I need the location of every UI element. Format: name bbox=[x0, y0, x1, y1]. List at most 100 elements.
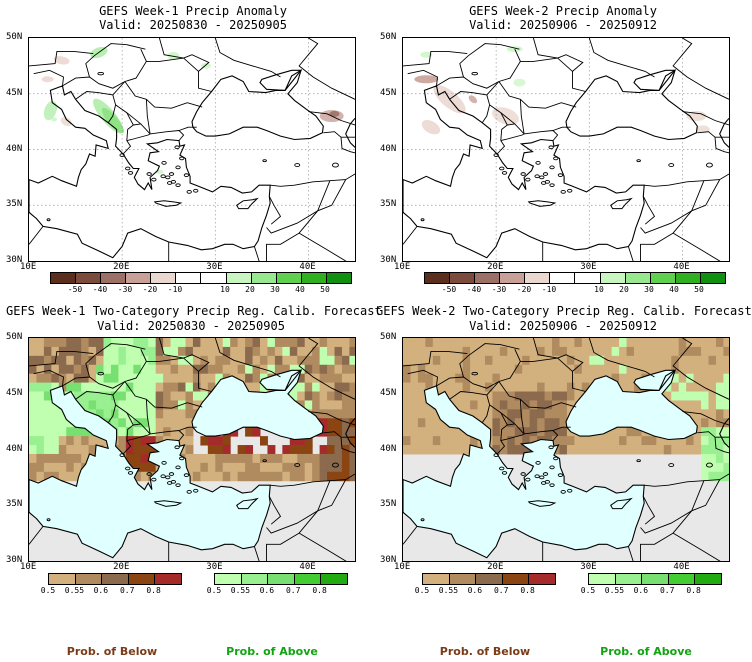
prob-cell bbox=[715, 418, 724, 428]
prob-cell bbox=[319, 453, 328, 464]
prob-cell bbox=[626, 364, 635, 375]
country-border bbox=[33, 69, 64, 86]
prob-cell bbox=[267, 355, 276, 366]
prob-cell bbox=[604, 445, 613, 455]
prob-cell bbox=[334, 355, 343, 366]
prob-cell bbox=[334, 453, 343, 464]
prob-cell bbox=[319, 382, 328, 393]
prob-cell bbox=[207, 382, 216, 393]
prob-cell bbox=[327, 471, 336, 482]
country-border bbox=[714, 137, 729, 154]
panel-title: GEFS Week-1 Two-Category Precip Reg. Cal… bbox=[6, 304, 382, 318]
prob-cell bbox=[596, 436, 605, 446]
prob-cell bbox=[96, 382, 105, 393]
prob-cell bbox=[507, 355, 516, 366]
prob-cell bbox=[66, 355, 75, 366]
prob-cell bbox=[715, 355, 724, 366]
prob-cell bbox=[671, 382, 680, 393]
prob-cell bbox=[96, 355, 105, 366]
aegean-island bbox=[179, 156, 185, 161]
prob-cell bbox=[200, 436, 209, 446]
colorbar-swatch bbox=[76, 273, 102, 283]
prob-cell bbox=[133, 471, 142, 482]
country-border bbox=[626, 365, 655, 378]
country-border bbox=[183, 54, 210, 72]
prob-cell bbox=[484, 409, 493, 419]
prob-cell bbox=[581, 346, 590, 357]
prob-cell bbox=[455, 436, 464, 446]
prob-cell bbox=[58, 436, 67, 446]
prob-cell bbox=[230, 346, 239, 357]
prob-cell bbox=[604, 364, 613, 375]
prob-cell bbox=[715, 338, 724, 348]
prob-cell bbox=[81, 427, 90, 437]
prob-cell bbox=[170, 364, 179, 375]
prob-cell bbox=[403, 436, 411, 446]
prob-cell bbox=[230, 462, 239, 473]
prob-cell bbox=[192, 382, 201, 393]
prob-cell bbox=[559, 427, 568, 437]
prob-cell bbox=[447, 364, 456, 375]
prob-cell bbox=[259, 453, 268, 464]
country-border bbox=[486, 381, 500, 396]
country-border bbox=[642, 196, 656, 225]
prob-cell bbox=[319, 364, 328, 375]
prob-cell bbox=[432, 409, 441, 419]
prob-cell bbox=[447, 427, 456, 437]
country-border bbox=[270, 173, 355, 187]
prob-cell bbox=[529, 373, 538, 384]
panel-title: GEFS Week-1 Precip Anomaly bbox=[99, 4, 287, 18]
prob-cell bbox=[566, 373, 575, 384]
prob-cell bbox=[289, 391, 298, 401]
black-sea bbox=[192, 370, 324, 440]
prob-cell bbox=[185, 400, 194, 410]
prob-cell bbox=[671, 445, 680, 455]
panel-valid-dates: Valid: 20250906 - 20250912 bbox=[469, 18, 657, 32]
prob-cell bbox=[492, 338, 501, 348]
colorbar-label: -20 bbox=[142, 285, 158, 294]
prob-cell bbox=[267, 346, 276, 357]
prob-cell bbox=[499, 400, 508, 410]
prob-cell bbox=[29, 409, 37, 419]
prob-cell bbox=[51, 427, 60, 437]
prob-cell bbox=[334, 364, 343, 375]
prob-cell bbox=[43, 409, 52, 419]
prob-cell bbox=[155, 364, 164, 375]
country-border bbox=[340, 437, 355, 454]
map-week1-two-category bbox=[28, 337, 356, 562]
prob-cell bbox=[641, 346, 650, 357]
prob-cell bbox=[671, 364, 680, 375]
prob-cell bbox=[133, 373, 142, 384]
prob-cell bbox=[312, 391, 321, 401]
prob-cell bbox=[334, 462, 343, 473]
prob-cell bbox=[544, 338, 553, 348]
prob-cell bbox=[125, 364, 134, 375]
map-week1-anomaly bbox=[28, 37, 356, 262]
prob-cell bbox=[529, 355, 538, 366]
country-border bbox=[436, 349, 521, 389]
prob-cell bbox=[499, 409, 508, 419]
prob-cell bbox=[492, 373, 501, 384]
aegean-island bbox=[534, 174, 540, 179]
colorbar-swatch bbox=[51, 273, 77, 283]
prob-cell bbox=[403, 400, 411, 410]
country-border bbox=[672, 479, 721, 534]
prob-cell bbox=[267, 453, 276, 464]
prob-cell bbox=[349, 427, 355, 437]
country-border bbox=[146, 57, 212, 92]
colorbar-swatch bbox=[475, 273, 501, 283]
prob-cell bbox=[656, 364, 665, 375]
prob-below-caption: Prob. of Below bbox=[66, 645, 158, 658]
prob-cell bbox=[215, 338, 224, 348]
prob-cell bbox=[51, 462, 60, 473]
colorbar-label: -10 bbox=[167, 285, 183, 294]
prob-cell bbox=[163, 373, 172, 384]
caspian-coast bbox=[719, 117, 729, 148]
prob-cell bbox=[245, 373, 254, 384]
prob-cell bbox=[88, 445, 97, 455]
crete-island bbox=[527, 500, 557, 507]
prob-cell bbox=[708, 346, 717, 357]
prob-cell bbox=[319, 391, 328, 401]
anomaly-shade bbox=[51, 117, 58, 122]
prob-cell bbox=[334, 445, 343, 455]
